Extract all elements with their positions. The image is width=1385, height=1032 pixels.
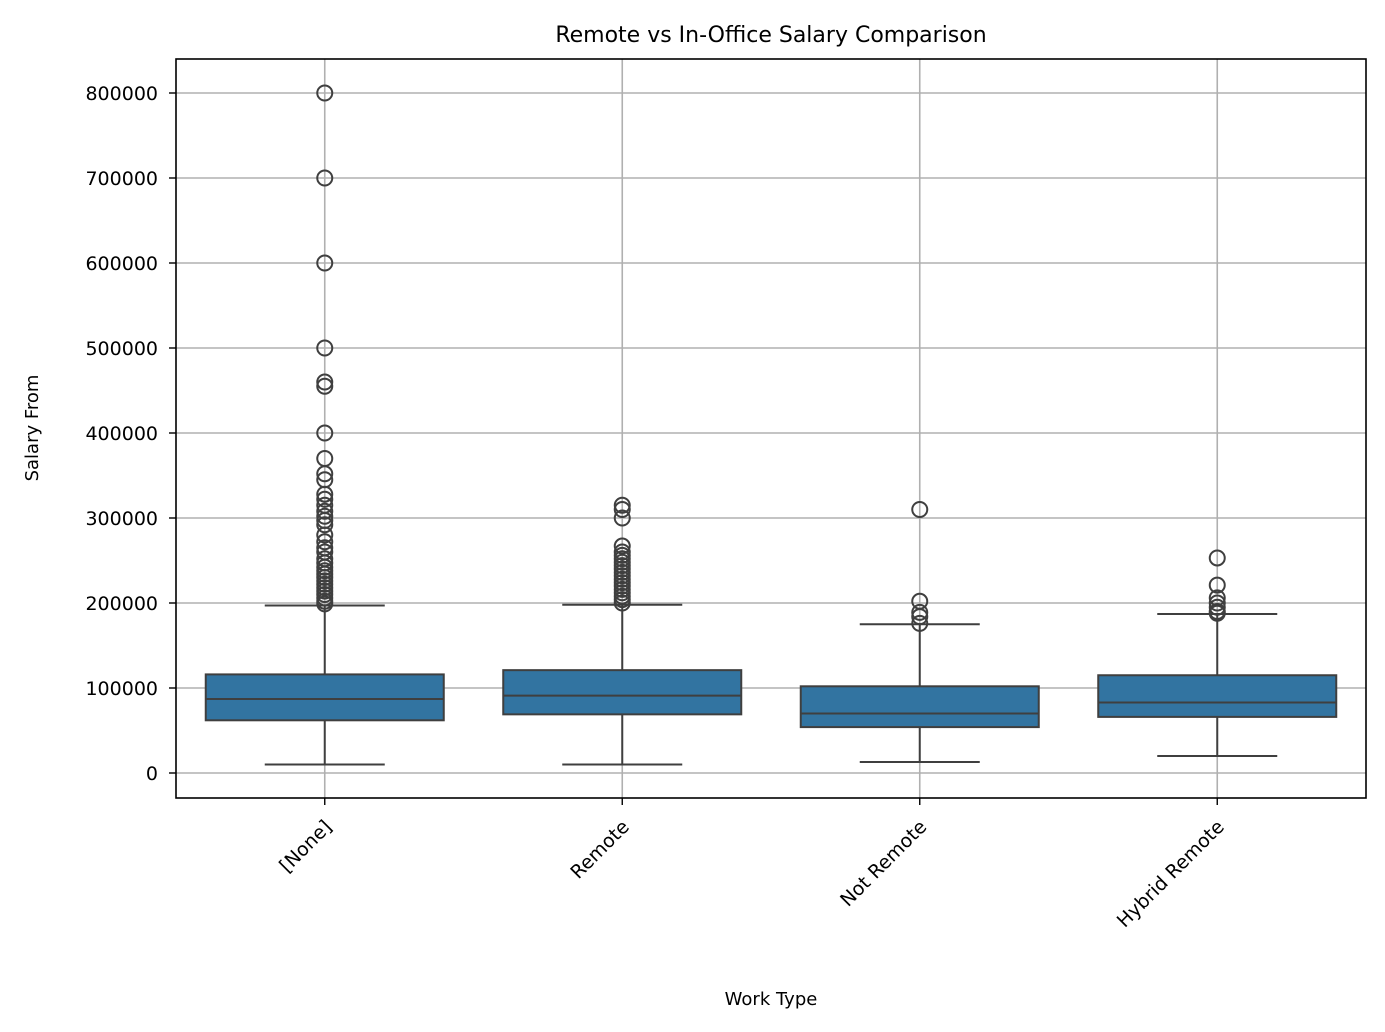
outlier-point xyxy=(316,377,334,395)
outlier-point xyxy=(316,502,334,520)
outlier-point xyxy=(316,490,334,508)
outlier-point xyxy=(911,501,929,518)
outlier-point xyxy=(316,507,334,525)
outlier-point xyxy=(316,254,334,272)
y-tick-label: 700000 xyxy=(85,168,158,190)
outlier-point xyxy=(316,373,334,391)
box-remote xyxy=(502,496,743,766)
outlier-point xyxy=(613,496,631,514)
outlier-point xyxy=(316,485,334,503)
outlier-point xyxy=(316,595,334,613)
outlier-point xyxy=(1208,549,1226,567)
outlier-point xyxy=(911,608,929,626)
y-axis-label: Salary From xyxy=(22,375,43,482)
outlier-point xyxy=(1208,576,1226,594)
y-tick-label: 800000 xyxy=(85,83,158,105)
outlier-point xyxy=(316,516,334,534)
y-tick-label: 0 xyxy=(146,763,158,785)
outlier-point xyxy=(316,533,334,551)
box-none xyxy=(204,84,445,766)
y-tick-label: 500000 xyxy=(85,338,158,360)
box-not-remote xyxy=(799,501,1040,763)
iqr-box xyxy=(502,669,743,716)
outlier-point xyxy=(613,594,631,612)
outlier-point xyxy=(1208,594,1226,612)
y-tick-label: 400000 xyxy=(85,423,158,445)
x-tick-label: Remote xyxy=(566,816,633,883)
y-tick-label: 300000 xyxy=(85,508,158,530)
x-tick-label: Not Remote xyxy=(836,816,931,911)
plot-frame xyxy=(175,58,1367,799)
iqr-box xyxy=(799,685,1040,729)
outlier-point xyxy=(613,501,631,518)
outlier-point xyxy=(911,614,929,632)
y-tick-label: 600000 xyxy=(85,253,158,275)
chart-title: Remote vs In-Office Salary Comparison xyxy=(555,23,986,48)
outlier-point xyxy=(316,169,334,187)
outlier-point xyxy=(316,526,334,544)
box-hybrid-remote xyxy=(1097,549,1338,757)
iqr-box xyxy=(204,673,445,722)
outlier-point xyxy=(613,537,631,555)
outlier-point xyxy=(911,603,929,621)
outlier-point xyxy=(1208,604,1226,622)
outlier-point xyxy=(316,84,334,102)
outlier-point xyxy=(613,509,631,527)
iqr-box xyxy=(1097,674,1338,718)
outlier-point xyxy=(1208,598,1226,616)
outlier-point xyxy=(316,339,334,357)
y-tick-label: 200000 xyxy=(85,593,158,615)
outlier-point xyxy=(316,424,334,442)
x-tick-label: [None] xyxy=(275,816,336,877)
y-tick-label: 100000 xyxy=(85,678,158,700)
x-axis-label: Work Type xyxy=(725,989,818,1010)
boxes xyxy=(204,84,1338,766)
axes: 0 100000 200000 300000 400000 500000 600000 700… xyxy=(85,58,1367,932)
x-tick-label: Hybrid Remote xyxy=(1113,816,1229,932)
outlier-point xyxy=(316,465,334,483)
